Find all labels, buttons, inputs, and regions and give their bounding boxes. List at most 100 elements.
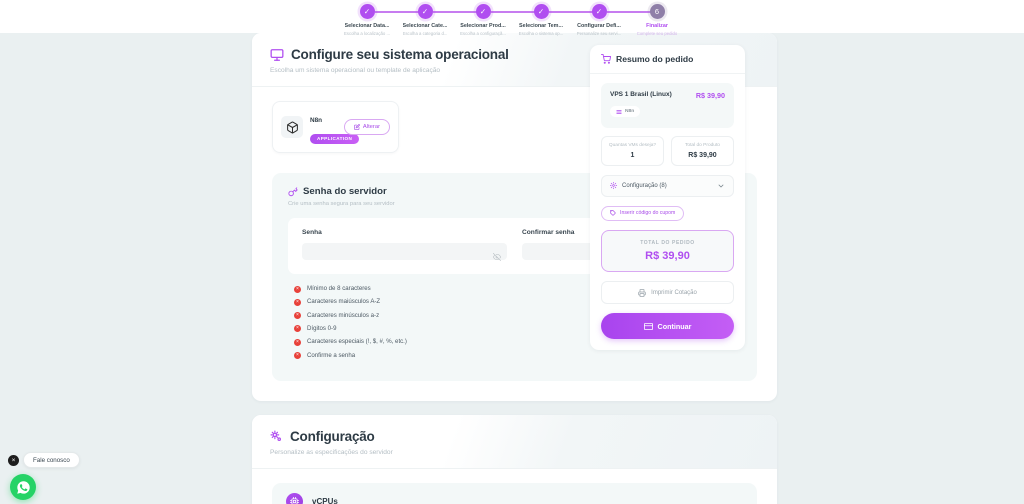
order-total-box: TOTAL DO PEDIDO R$ 39,90 <box>601 230 734 272</box>
whatsapp-bubble-label[interactable]: Fale conosco <box>23 452 80 468</box>
stepper-connector <box>490 11 535 13</box>
print-quote-button[interactable]: Imprimir Cotação <box>601 281 734 304</box>
gears-icon <box>270 430 283 443</box>
stepper-step-2[interactable]: ✓ Selecionar Cate... Escolha a categoria d… <box>396 4 477 36</box>
stepper-step-subtitle: Escolha o sistema op... <box>518 30 564 36</box>
stepper-step-marker: 6 <box>649 4 665 19</box>
password-label: Senha <box>302 229 322 236</box>
order-summary-panel: Resumo do pedido VPS 1 Brasil (Linux) R$… <box>590 45 745 350</box>
rule-invalid-icon: × <box>294 298 301 306</box>
key-icon <box>288 186 298 197</box>
order-total-label: TOTAL DO PEDIDO <box>640 240 695 246</box>
summary-box-total-product: Total do Produto R$ 39,90 <box>671 135 734 166</box>
close-icon[interactable]: × <box>8 454 19 466</box>
os-card-subtitle: Escolha um sistema operacional ou templa… <box>270 67 441 74</box>
stepper-step-5[interactable]: ✓ Configurar Defi... Personalize seu servi… <box>570 4 651 36</box>
summary-product-badge-label: N8n <box>625 109 635 114</box>
password-title: Senha do servidor <box>303 186 387 197</box>
stepper-step-subtitle: Escolha a localização ... <box>343 30 391 36</box>
order-summary-header: Resumo do pedido <box>590 45 745 74</box>
os-card-title: Configure seu sistema operacional <box>291 47 509 62</box>
order-summary-body: VPS 1 Brasil (Linux) R$ 39,90 N8n Quanta… <box>590 74 745 350</box>
summary-product: VPS 1 Brasil (Linux) R$ 39,90 N8n <box>601 83 734 128</box>
package-icon <box>281 116 303 138</box>
configuration-dropdown[interactable]: Configuração (8) <box>601 174 734 197</box>
config-card-header: Configuração Personalize as especificaçõ… <box>252 414 777 469</box>
config-card: Configuração Personalize as especificaçõ… <box>252 414 777 504</box>
password-field-group: Senha <box>302 229 507 261</box>
selected-os-badge: APPLICATION <box>310 133 360 144</box>
whatsapp-widget: × Fale conosco <box>8 452 98 500</box>
layers-icon <box>616 109 622 115</box>
edit-icon <box>354 124 360 130</box>
stepper-step-title: Selecionar Cate... <box>402 23 448 29</box>
rule-invalid-icon: × <box>294 285 301 293</box>
stepper-step-marker: ✓ <box>359 4 375 19</box>
stepper-connector <box>374 11 419 13</box>
summary-box-total-label: Total do Produto <box>685 142 720 148</box>
rule-invalid-icon: × <box>294 338 301 346</box>
stepper-step-subtitle: Personalize seu servi... <box>576 30 622 36</box>
cpu-icon <box>286 492 303 504</box>
change-os-button[interactable]: Alterar <box>343 119 390 135</box>
summary-box-total-value: R$ 39,90 <box>688 151 717 159</box>
stepper-step-subtitle: Escolha a configuraçã... <box>460 30 506 36</box>
stepper-step-title: Finalizar <box>646 23 668 29</box>
stepper-step-title: Selecionar Data... <box>344 23 390 29</box>
gear-icon <box>610 182 617 189</box>
stepper-track: ✓ Selecionar Data... Escolha a localização… <box>338 0 686 36</box>
checkout-stepper: ✓ Selecionar Data... Escolha a localização… <box>0 0 1024 36</box>
configuration-dropdown-label: Configuração (8) <box>622 182 667 189</box>
selected-os-card[interactable]: N8n APPLICATION Alterar <box>272 101 399 153</box>
password-rule-label: Caracteres especiais (!, $, #, %, etc.) <box>307 338 407 346</box>
whatsapp-fab[interactable] <box>10 474 36 500</box>
password-rule: × Confirme a senha <box>294 352 741 361</box>
stepper-connector <box>548 11 593 13</box>
page-shell: Configure seu sistema operacional Escolh… <box>22 33 1002 504</box>
summary-product-badge: N8n <box>610 106 641 117</box>
stepper-step-3[interactable]: ✓ Selecionar Prod... Escolha a configuraçã… <box>454 4 535 36</box>
tag-icon <box>610 210 616 216</box>
summary-product-price: R$ 39,90 <box>695 91 725 100</box>
stepper-step-marker: ✓ <box>417 4 433 19</box>
stepper-step-title: Selecionar Prod... <box>460 23 506 29</box>
summary-box-quantity: Quantas VMs deseja? 1 <box>601 135 664 166</box>
rule-invalid-icon: × <box>294 312 301 320</box>
password-subtitle: Crie uma senha segura para seu servidor <box>288 201 395 207</box>
stepper-step-6[interactable]: 6 Finalizar Complete seu pedido <box>628 4 686 36</box>
password-rule: × Caracteres especiais (!, $, #, %, etc.) <box>294 338 741 347</box>
eye-off-icon[interactable] <box>493 248 501 261</box>
config-row-label: vCPUs <box>312 496 338 504</box>
password-rule-label: Confirme a senha <box>307 351 356 359</box>
config-card-title: Configuração <box>290 428 375 444</box>
summary-product-top: VPS 1 Brasil (Linux) R$ 39,90 <box>610 91 725 100</box>
continue-button[interactable]: Continuar <box>601 313 734 339</box>
password-title-row: Senha do servidor <box>288 186 741 197</box>
stepper-connector <box>606 11 651 13</box>
stepper-step-4[interactable]: ✓ Selecionar Tem... Escolha o sistema op..… <box>512 4 593 36</box>
card-icon <box>643 322 653 331</box>
summary-boxes: Quantas VMs deseja? 1 Total do Produto R… <box>601 135 734 166</box>
print-quote-label: Imprimir Cotação <box>651 289 697 296</box>
stepper-step-1[interactable]: ✓ Selecionar Data... Escolha a localização… <box>338 4 419 36</box>
summary-box-quantity-value: 1 <box>630 151 635 159</box>
config-card-subtitle: Personalize as especificações do servido… <box>270 448 393 456</box>
monitor-icon <box>270 48 284 62</box>
coupon-button[interactable]: Inserir código do cupom <box>601 205 685 221</box>
stepper-step-title: Selecionar Tem... <box>519 23 563 29</box>
order-total-value: R$ 39,90 <box>645 250 690 262</box>
password-rule: × Dígitos 0-9 <box>294 325 741 334</box>
stepper-step-marker: ✓ <box>533 4 549 19</box>
password-rule-label: Caracteres maiúsculos A-Z <box>307 298 381 306</box>
password-rules-list: × Mínimo de 8 caracteres × Caracteres maiús… <box>294 285 741 360</box>
os-card-body: N8n APPLICATION Alterar <box>252 87 777 173</box>
confirm-password-label: Confirmar senha <box>522 229 575 236</box>
change-os-label: Alterar <box>362 124 380 130</box>
rule-invalid-icon: × <box>294 325 301 333</box>
password-rule: × Caracteres maiúsculos A-Z <box>294 298 741 307</box>
summary-box-quantity-label: Quantas VMs deseja? <box>608 142 657 148</box>
password-input[interactable] <box>302 243 507 261</box>
config-row-vcpus[interactable]: vCPUs <box>272 482 757 504</box>
selected-os-meta: N8n APPLICATION <box>310 109 360 145</box>
selected-os-name: N8n <box>310 117 323 124</box>
